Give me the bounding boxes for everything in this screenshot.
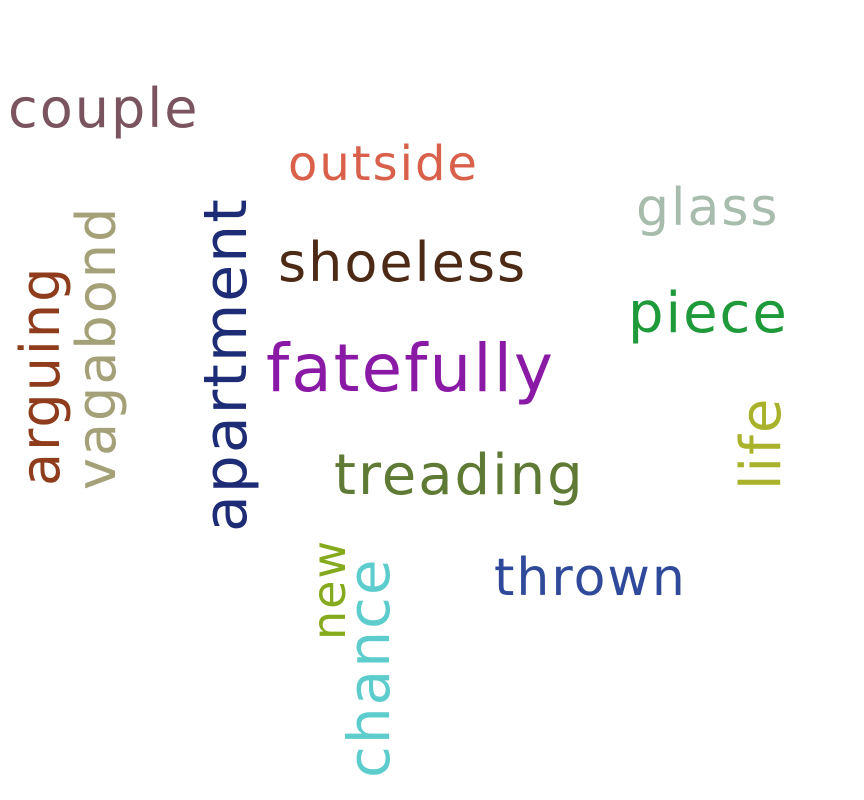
word-outside: outside — [288, 136, 479, 192]
word-shoeless: shoeless — [278, 231, 528, 294]
word-apartment: apartment — [191, 197, 261, 532]
word-life: life — [729, 396, 794, 490]
word-thrown: thrown — [494, 548, 687, 608]
word-chance: chance — [335, 557, 403, 778]
word-piece: piece — [628, 281, 789, 346]
word-treading: treading — [334, 443, 585, 508]
word-fatefully: fatefully — [266, 330, 555, 407]
word-arguing: arguing — [9, 265, 72, 486]
word-couple: couple — [8, 77, 200, 140]
word-vagabond: vagabond — [65, 205, 128, 490]
word-glass: glass — [636, 178, 780, 238]
